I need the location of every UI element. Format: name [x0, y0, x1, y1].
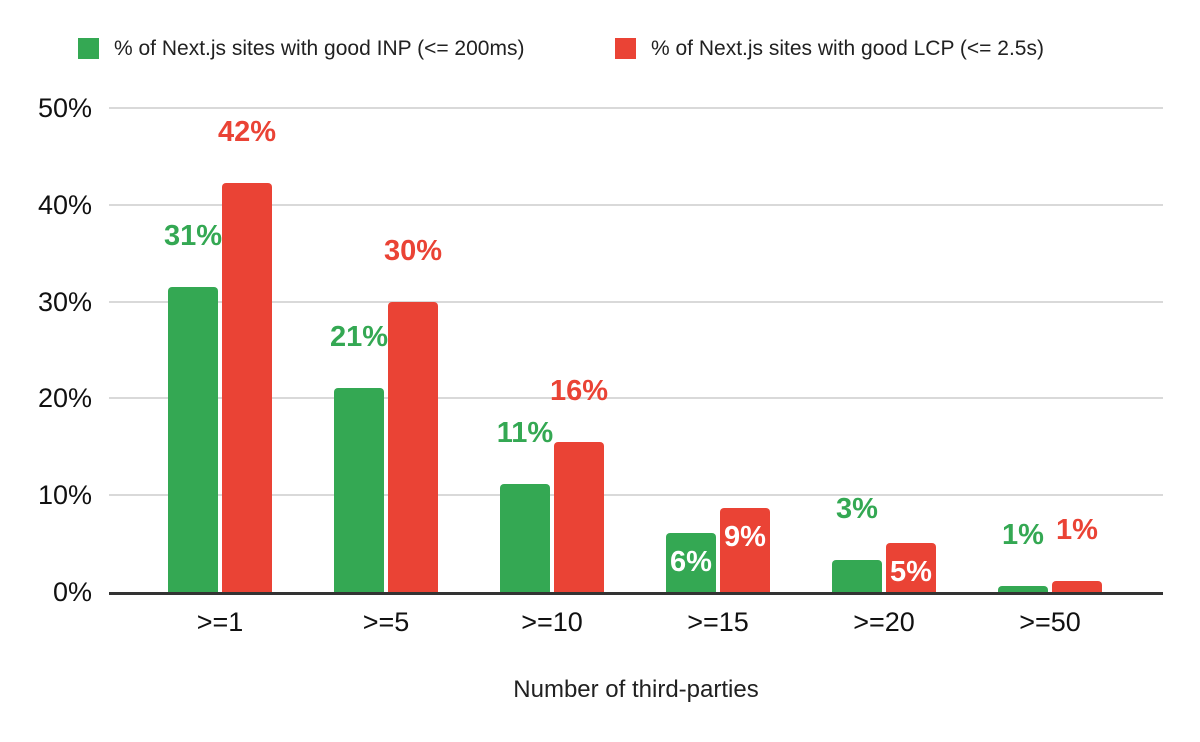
data-label-lcp->=5: 30% [383, 234, 443, 267]
data-label-lcp->=50: 1% [1056, 514, 1098, 547]
legend-item-lcp: % of Next.js sites with good LCP (<= 2.5… [615, 36, 1044, 61]
x-tick-label->=50: >=50 [1019, 607, 1081, 637]
bar-lcp->=1 [222, 182, 272, 592]
data-label-inp->=1: 31% [163, 220, 223, 253]
data-label-lcp->=10: 16% [549, 374, 609, 407]
legend-item-inp: % of Next.js sites with good INP (<= 200… [78, 36, 524, 61]
gridline-20 [109, 397, 1163, 400]
x-tick-label->=10: >=10 [521, 607, 583, 637]
bar-group->=20: 3% 5% [832, 108, 936, 592]
bar-group->=10: 11% 16% [497, 108, 608, 592]
y-tick-label-40: 40% [37, 189, 92, 220]
y-tick-label-50: 50% [37, 93, 92, 123]
gridline-30 [109, 300, 1163, 303]
data-label-inp->=10: 11% [496, 416, 554, 449]
data-label-inp->=15: 6% [670, 545, 712, 578]
bar-lcp->=10 [554, 441, 604, 592]
bar-inp->=1 [168, 287, 218, 592]
bar-lcp->=5 [388, 301, 438, 592]
bar-group->=50: 1% 1% [998, 108, 1102, 592]
x-tick-label->=20: >=20 [853, 607, 915, 637]
bar-inp->=15 [666, 532, 716, 592]
data-label-inp->=20: 3% [836, 493, 878, 526]
x-tick-label->=15: >=15 [687, 607, 749, 637]
data-label-inp->=50: 1% [1002, 518, 1044, 551]
bar-lcp->=15 [720, 507, 770, 592]
data-label-lcp->=20: 5% [890, 555, 932, 588]
bar-inp->=20 [832, 560, 882, 592]
bar-group->=5: 21% 30% [330, 108, 442, 592]
bar-inp->=50 [998, 585, 1048, 592]
bar-lcp->=50 [1052, 581, 1102, 592]
y-tick-label-0: 0% [52, 577, 92, 607]
legend-label-inp: % of Next.js sites with good INP (<= 200… [114, 37, 525, 60]
data-label-lcp->=1: 42% [217, 115, 277, 148]
gridline-50 [109, 107, 1163, 109]
x-tick-label->=5: >=5 [362, 607, 410, 637]
bar-lcp->=20 [886, 542, 936, 592]
legend-swatch-inp-icon [78, 38, 99, 59]
bar-group->=15: 6% 9% [666, 108, 770, 592]
legend-swatch-lcp-icon [615, 38, 636, 59]
plot-area: 31% 42% 21% 30% 11% 16% 6% 9% 3% 5% 1% 1% [109, 107, 1163, 595]
y-tick-label-30: 30% [37, 286, 92, 317]
legend-label-lcp: % of Next.js sites with good LCP (<= 2.5… [651, 37, 1044, 60]
gridline-10 [109, 494, 1163, 497]
data-label-lcp->=15: 9% [724, 520, 766, 553]
x-axis-title: Number of third-parties [513, 676, 759, 703]
y-tick-label-20: 20% [37, 383, 92, 414]
data-label-inp->=5: 21% [329, 320, 389, 353]
bar-inp->=10 [500, 483, 550, 592]
x-tick-label->=1: >=1 [196, 607, 244, 637]
bar-inp->=5 [334, 387, 384, 592]
y-tick-label-10: 10% [37, 480, 92, 511]
gridline-40 [109, 203, 1163, 206]
bar-group->=1: 31% 42% [164, 108, 276, 592]
